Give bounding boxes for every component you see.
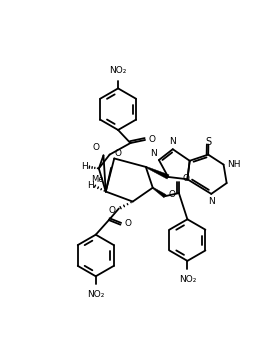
- Text: O: O: [169, 190, 176, 199]
- Text: O: O: [124, 219, 131, 228]
- Text: NH: NH: [227, 160, 240, 169]
- Text: O: O: [93, 143, 100, 152]
- Text: O: O: [114, 149, 121, 158]
- Text: H: H: [81, 163, 88, 171]
- Text: O: O: [108, 205, 115, 214]
- Text: O: O: [183, 174, 190, 183]
- Text: H: H: [87, 181, 94, 190]
- Polygon shape: [152, 187, 166, 198]
- Text: Me: Me: [91, 175, 104, 184]
- Polygon shape: [146, 166, 169, 179]
- Text: NO₂: NO₂: [179, 275, 196, 284]
- Text: S: S: [206, 136, 211, 146]
- Text: NO₂: NO₂: [109, 66, 127, 75]
- Text: NO₂: NO₂: [87, 290, 104, 299]
- Text: N: N: [208, 197, 215, 206]
- Text: O: O: [149, 135, 156, 144]
- Text: N: N: [169, 137, 176, 146]
- Text: N: N: [151, 149, 157, 159]
